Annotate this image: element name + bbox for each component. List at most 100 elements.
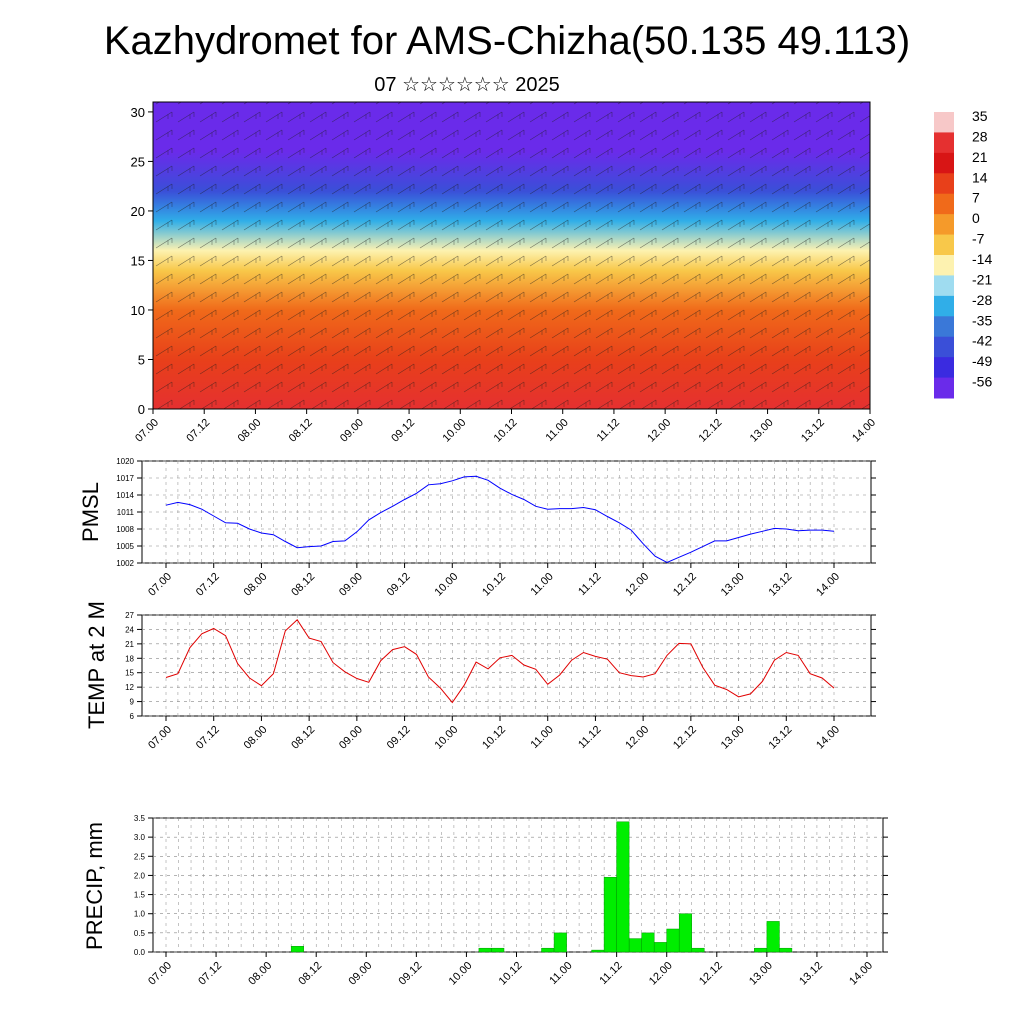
precip-bar — [641, 932, 655, 953]
colorbar-segment — [934, 316, 954, 338]
colorbar-segment — [934, 234, 954, 256]
precip-y-tick-label: 2.0 — [134, 871, 146, 880]
precip-x-tick-label: 07.00 — [146, 960, 174, 988]
precip-y-axis: 0.0 0.5 1.0 1.5 2.0 2.5 3.0 3.5 — [134, 814, 888, 957]
temp-x-tick-label: 13.00 — [719, 724, 747, 752]
pmsl-x-tick-label: 13.00 — [719, 571, 747, 599]
colorbar-segment — [934, 132, 954, 154]
temp-y-tick-label: 18 — [125, 654, 134, 663]
pmsl-y-label: PMSL — [78, 482, 103, 542]
pmsl-x-tick-label: 07.00 — [146, 571, 174, 599]
colorbar-segment — [934, 295, 954, 317]
colorbar-label: -35 — [972, 312, 992, 328]
precip-bar — [691, 947, 705, 953]
heatmap-x-tick-label: 12.12 — [697, 417, 725, 445]
temp-panel: 6 9 12 15 18 21 24 27 07.00 07.12 08.00 08.12 09.00… — [84, 601, 876, 752]
precip-panel: 0.0 0.5 1.0 1.5 2.0 2.5 3.0 3.5 07.00 07.12 08.00… — [82, 814, 888, 988]
precip-bar — [678, 913, 692, 953]
heatmap-x-tick-label: 13.12 — [799, 417, 827, 445]
precip-bar — [290, 946, 304, 953]
heatmap-x-tick-label: 07.00 — [133, 417, 161, 445]
temp-x-tick-label: 11.00 — [528, 724, 555, 751]
heatmap-x-axis: 07.00 07.12 08.00 08.12 09.00 09.12 10.00 10.12… — [133, 409, 878, 445]
pmsl-x-tick-label: 11.12 — [576, 571, 603, 598]
temp-x-tick-label: 07.00 — [146, 724, 174, 752]
temp-x-tick-label: 10.00 — [432, 724, 460, 752]
pmsl-x-tick-label: 08.00 — [242, 571, 270, 599]
pmsl-grid — [142, 460, 871, 564]
precip-x-tick-label: 11.12 — [597, 960, 624, 987]
temp-plot-frame — [141, 614, 872, 717]
pmsl-x-tick-label: 09.00 — [337, 571, 365, 599]
precip-x-tick-label: 08.00 — [246, 960, 274, 988]
temp-y-tick-label: 12 — [125, 683, 134, 692]
heatmap-x-tick-label: 09.00 — [338, 417, 366, 445]
temp-x-tick-label: 12.00 — [623, 724, 651, 752]
temp-x-tick-label: 08.00 — [242, 724, 270, 752]
heatmap-x-tick-label: 08.12 — [287, 417, 315, 445]
pmsl-series-line — [165, 475, 835, 563]
heatmap-y-tick-label: 25 — [131, 154, 145, 169]
temp-y-tick-label: 6 — [130, 712, 135, 721]
colorbar-label: 7 — [972, 190, 980, 206]
heatmap-x-tick-label: 09.12 — [389, 417, 417, 445]
precip-x-tick-label: 12.00 — [647, 960, 675, 988]
colorbar-label: 0 — [972, 210, 980, 226]
heatmap-x-tick-label: 11.12 — [595, 417, 622, 444]
precip-bar — [653, 942, 667, 953]
colorbar-segment — [934, 112, 954, 133]
precip-bar — [591, 949, 605, 953]
heatmap-y-tick-label: 30 — [131, 105, 145, 120]
precip-x-tick-label: 10.12 — [497, 960, 525, 988]
precip-x-tick-label: 07.12 — [196, 960, 224, 988]
pmsl-y-tick-label: 1020 — [116, 457, 134, 466]
temp-y-tick-label: 27 — [125, 611, 134, 620]
colorbar-segment — [934, 357, 954, 379]
precip-x-tick-label: 08.12 — [296, 960, 324, 988]
colorbar-label: -7 — [972, 231, 985, 247]
temp-x-tick-label: 07.12 — [194, 724, 222, 752]
colorbar-label: 28 — [972, 128, 988, 144]
pmsl-y-tick-label: 1011 — [117, 508, 135, 517]
temp-x-tick-label: 13.12 — [766, 724, 794, 752]
pmsl-x-tick-label: 12.00 — [623, 571, 651, 599]
pmsl-x-tick-label: 14.00 — [814, 571, 842, 599]
pmsl-x-tick-label: 08.12 — [289, 571, 317, 599]
temp-x-tick-label: 10.12 — [480, 724, 508, 752]
pmsl-y-tick-label: 1014 — [116, 491, 134, 500]
pmsl-x-axis: 07.00 07.12 08.00 08.12 09.00 09.12 10.00 10.12… — [146, 563, 842, 599]
precip-bar — [766, 921, 780, 953]
temp-grid — [142, 614, 871, 717]
heatmap-y-tick-label: 0 — [138, 402, 145, 417]
colorbar-label: -14 — [972, 251, 992, 267]
heatmap-x-tick-label: 10.00 — [440, 417, 468, 445]
precip-x-tick-label: 09.00 — [346, 960, 374, 988]
pmsl-x-tick-label: 11.00 — [528, 571, 555, 598]
colorbar-label: 35 — [972, 108, 988, 124]
colorbar-label: -56 — [972, 374, 992, 390]
precip-y-tick-label: 0.5 — [134, 929, 146, 938]
pmsl-y-axis: 1002 1005 1008 1011 1014 1017 1020 — [116, 457, 876, 568]
temp-x-axis: 07.00 07.12 08.00 08.12 09.00 09.12 10.00 10.12… — [146, 716, 842, 752]
precip-x-tick-label: 09.12 — [397, 960, 425, 988]
precip-bar — [754, 947, 768, 953]
precip-bar — [553, 932, 567, 953]
pmsl-y-tick-label: 1008 — [116, 525, 134, 534]
precip-y-tick-label: 2.5 — [134, 852, 146, 861]
temp-x-tick-label: 14.00 — [814, 724, 842, 752]
heatmap-x-tick-label: 13.00 — [748, 417, 776, 445]
colorbar-segment — [934, 255, 954, 276]
pmsl-y-tick-label: 1005 — [116, 542, 134, 551]
heatmap-x-tick-label: 11.00 — [543, 417, 570, 444]
heatmap-y-tick-label: 15 — [131, 253, 145, 268]
precip-y-tick-label: 0.0 — [134, 948, 146, 957]
precip-y-tick-label: 1.0 — [134, 910, 146, 919]
temp-y-tick-label: 21 — [125, 640, 134, 649]
temperature-wind-cross-section: 0 5 10 15 20 25 30 07.00 07.12 08.00 08.12 09.00 09… — [131, 101, 878, 445]
pmsl-x-tick-label: 13.12 — [766, 571, 794, 599]
temp-y-tick-label: 24 — [125, 625, 134, 634]
heatmap-y-tick-label: 5 — [138, 352, 145, 367]
